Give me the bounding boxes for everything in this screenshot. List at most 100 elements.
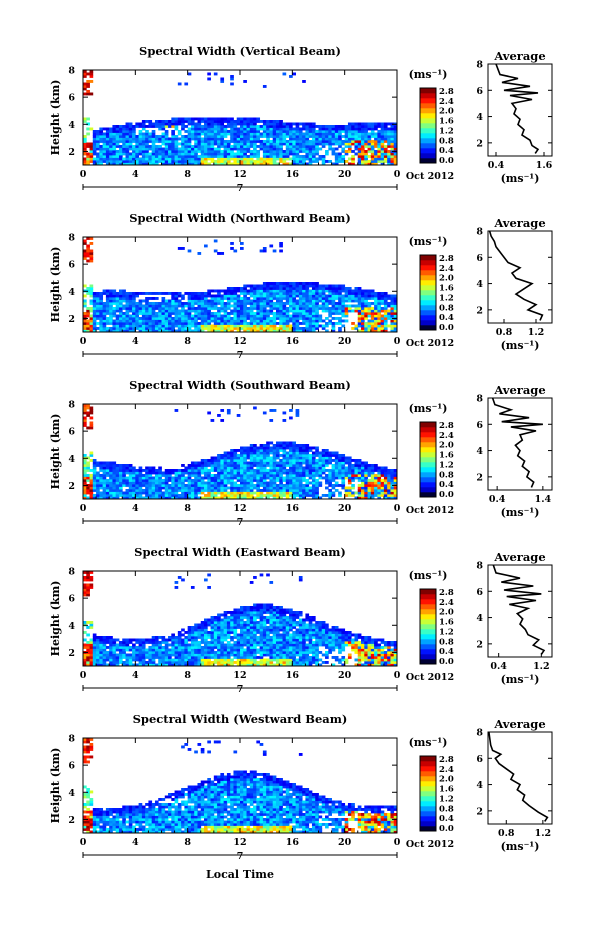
heatmap-cell bbox=[370, 491, 375, 495]
heatmap-cell bbox=[187, 312, 192, 315]
heatmap-cell bbox=[387, 486, 391, 490]
heatmap-cell bbox=[253, 294, 257, 298]
heatmap-cell bbox=[233, 327, 238, 330]
heatmap-cell bbox=[83, 593, 87, 597]
heatmap-cell bbox=[197, 117, 202, 121]
heatmap-cell bbox=[174, 142, 179, 146]
heatmap-cell bbox=[181, 120, 185, 123]
heatmap-cell bbox=[132, 329, 136, 333]
heatmap-cell bbox=[233, 120, 238, 123]
heatmap-cell bbox=[125, 476, 130, 480]
heatmap-cell bbox=[190, 155, 195, 158]
heatmap-cell bbox=[240, 289, 244, 293]
heatmap-cell bbox=[249, 307, 254, 310]
heatmap-cell bbox=[331, 284, 336, 288]
heatmap-cell bbox=[118, 327, 123, 330]
heatmap-cell bbox=[279, 292, 283, 295]
heatmap-cell bbox=[387, 157, 391, 161]
heatmap-cell bbox=[122, 469, 126, 472]
heatmap-cell bbox=[243, 162, 247, 166]
heatmap-cell bbox=[204, 471, 208, 475]
heatmap-cell bbox=[285, 451, 290, 455]
heatmap-cell bbox=[164, 486, 169, 490]
heatmap-cell bbox=[154, 160, 159, 163]
heatmap-cell bbox=[233, 307, 238, 310]
heatmap-cell bbox=[240, 479, 244, 482]
heatmap-cell bbox=[279, 322, 283, 325]
heatmap-cell bbox=[256, 127, 261, 131]
heatmap-cell bbox=[213, 312, 218, 315]
heatmap-cell bbox=[357, 145, 362, 148]
heatmap-cell bbox=[217, 162, 221, 166]
heatmap-cell bbox=[377, 469, 382, 472]
heatmap-cell bbox=[262, 152, 267, 156]
heatmap-cell bbox=[164, 489, 169, 492]
heatmap-cell bbox=[262, 302, 267, 305]
heatmap-cell bbox=[128, 469, 133, 472]
heatmap-cell bbox=[328, 125, 332, 128]
heatmap-cell bbox=[135, 160, 139, 163]
heatmap-cell bbox=[184, 312, 189, 315]
heatmap-cell bbox=[158, 155, 162, 158]
heatmap-cell bbox=[96, 481, 100, 485]
heatmap-cell bbox=[194, 466, 198, 470]
heatmap-cell bbox=[230, 120, 234, 123]
heatmap-cell bbox=[187, 117, 192, 121]
heatmap-cell bbox=[279, 317, 283, 320]
heatmap-cell bbox=[262, 294, 267, 298]
heatmap-cell bbox=[174, 152, 179, 156]
heatmap-cell bbox=[295, 461, 300, 465]
heatmap-cell bbox=[341, 304, 346, 308]
heatmap-cell bbox=[243, 456, 247, 460]
heatmap-cell bbox=[285, 476, 290, 480]
heatmap-cell bbox=[374, 317, 378, 320]
heatmap-cell bbox=[377, 122, 382, 126]
heatmap-cell bbox=[253, 491, 257, 495]
heatmap-cell bbox=[305, 479, 310, 482]
heatmap-cell bbox=[210, 479, 215, 482]
heatmap-cell bbox=[289, 444, 293, 447]
heatmap-cell bbox=[197, 474, 202, 477]
heatmap-cell bbox=[275, 142, 280, 146]
heatmap-cell bbox=[269, 140, 274, 143]
heatmap-cell bbox=[282, 471, 287, 475]
heatmap-cell bbox=[187, 72, 192, 76]
heatmap-cell bbox=[125, 309, 130, 313]
heatmap-cell bbox=[292, 464, 296, 467]
heatmap-cell bbox=[135, 152, 139, 156]
heatmap-cell bbox=[272, 130, 277, 133]
heatmap-cell bbox=[266, 449, 270, 452]
heatmap-cell bbox=[246, 446, 251, 450]
heatmap-cell bbox=[367, 289, 372, 293]
heatmap-cell bbox=[171, 307, 175, 310]
heatmap-cell bbox=[89, 302, 94, 305]
heatmap-cell bbox=[367, 304, 372, 308]
heatmap-cell bbox=[364, 329, 368, 333]
heatmap-cell bbox=[109, 150, 113, 153]
heatmap-cell bbox=[230, 317, 234, 320]
heatmap-cell bbox=[380, 299, 385, 303]
heatmap-cell bbox=[315, 147, 319, 151]
heatmap-cell bbox=[243, 80, 247, 83]
heatmap-cell bbox=[279, 299, 283, 303]
heatmap-cell bbox=[259, 140, 264, 143]
heatmap-cell bbox=[302, 292, 306, 295]
heatmap-cell bbox=[367, 307, 372, 310]
heatmap-cell bbox=[295, 464, 300, 467]
heatmap-cell bbox=[190, 486, 195, 490]
heatmap-cell bbox=[240, 117, 244, 121]
heatmap-cell bbox=[289, 125, 293, 128]
heatmap-cell bbox=[279, 249, 283, 253]
heatmap-cell bbox=[253, 459, 257, 462]
heatmap-cell bbox=[174, 494, 179, 497]
heatmap-cell bbox=[357, 317, 362, 320]
heatmap-cell bbox=[243, 155, 247, 158]
heatmap-cell bbox=[236, 494, 241, 497]
heatmap-cell bbox=[210, 484, 215, 487]
heatmap-cell bbox=[164, 314, 169, 318]
heatmap-cell bbox=[220, 314, 225, 318]
heatmap-cell bbox=[272, 292, 277, 295]
heatmap-cell bbox=[154, 329, 159, 333]
heatmap-cell bbox=[190, 471, 195, 475]
heatmap-cell bbox=[115, 292, 120, 295]
